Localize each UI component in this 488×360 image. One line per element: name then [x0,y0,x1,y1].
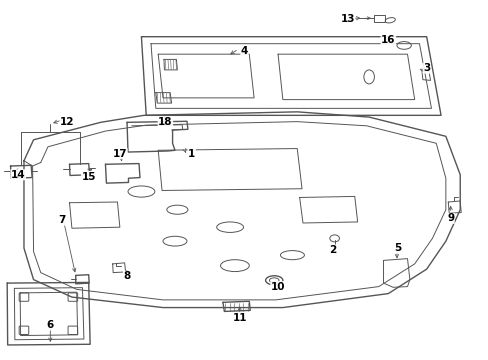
Text: 1: 1 [188,149,195,159]
Text: 18: 18 [158,117,172,127]
Text: 15: 15 [81,171,96,181]
Text: 12: 12 [60,117,74,127]
Text: 2: 2 [329,245,336,255]
Text: 10: 10 [270,282,285,292]
Text: 14: 14 [11,170,25,180]
Text: 8: 8 [123,271,130,281]
Text: 13: 13 [340,14,354,24]
Text: 3: 3 [422,63,429,73]
Text: 4: 4 [240,46,248,56]
Text: 11: 11 [232,313,246,323]
Text: 9: 9 [446,213,453,224]
Text: 16: 16 [380,35,395,45]
Text: 6: 6 [47,320,54,330]
Bar [373,15,385,22]
Text: 17: 17 [112,149,127,159]
Text: 5: 5 [393,243,401,253]
Text: 7: 7 [59,215,66,225]
